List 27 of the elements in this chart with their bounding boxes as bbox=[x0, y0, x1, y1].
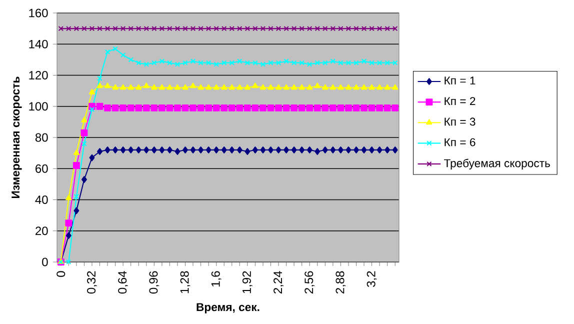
y-tick-label: 140 bbox=[29, 40, 48, 48]
x-tick-label: 1,92 bbox=[242, 271, 252, 294]
x-tick-label: 2,56 bbox=[304, 271, 315, 294]
x-tick-label: 0,32 bbox=[87, 271, 97, 294]
x-tick-label: 2,24 bbox=[274, 271, 284, 294]
y-tick-label: 40 bbox=[35, 195, 48, 204]
legend-label: Кп = 6 bbox=[444, 138, 476, 146]
legend-label: Кп = 2 bbox=[444, 97, 476, 105]
x-tick-label: 0,96 bbox=[149, 271, 160, 294]
x-tick-label: 0 bbox=[56, 271, 66, 277]
legend-label: Требуемая скорость bbox=[444, 158, 550, 170]
y-tick-label: 100 bbox=[29, 102, 48, 111]
legend-label: Кп = 1 bbox=[444, 76, 476, 84]
y-tick-label: 160 bbox=[29, 8, 48, 18]
y-tick-label: 0 bbox=[42, 258, 48, 266]
x-tick-label: 0,64 bbox=[118, 271, 128, 294]
x-tick-label: 1,6 bbox=[211, 271, 222, 286]
x-tick-label: 1,28 bbox=[180, 271, 190, 294]
x-axis-title: Время, сек. bbox=[196, 303, 260, 314]
legend-label: Кп = 3 bbox=[444, 118, 476, 126]
y-tick-label: 80 bbox=[35, 133, 48, 142]
y-axis-title: Измеренная скорость bbox=[12, 76, 22, 198]
y-tick-label: 60 bbox=[36, 164, 48, 173]
y-tick-label: 120 bbox=[29, 70, 48, 80]
y-tick-label: 20 bbox=[36, 226, 48, 236]
x-tick-label: 2,88 bbox=[336, 271, 346, 294]
x-tick-label: 3,2 bbox=[366, 271, 377, 287]
